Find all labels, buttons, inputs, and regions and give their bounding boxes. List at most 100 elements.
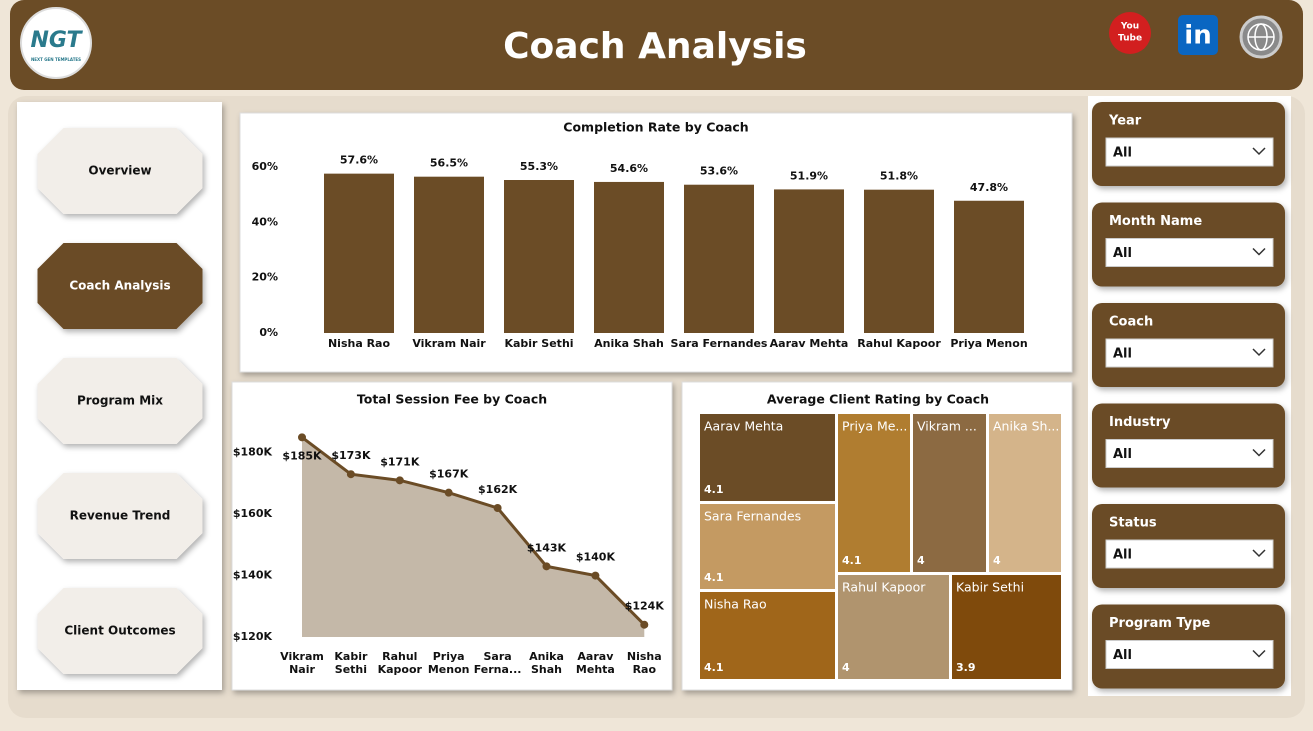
filter-label: Coach — [1109, 315, 1153, 330]
point — [591, 571, 600, 580]
x-tick-label: Nisha Rao — [626, 650, 662, 676]
filter-dropdown[interactable] — [1105, 439, 1274, 468]
y-tick-label: $160K — [233, 507, 273, 520]
cell-label: Priya Me... — [842, 419, 907, 434]
x-tick-label: Kabir Sethi — [504, 337, 573, 350]
header-bar — [10, 0, 1303, 90]
filter-dropdown[interactable] — [1105, 238, 1274, 267]
filter-label: Year — [1108, 114, 1142, 129]
data-label: $171K — [380, 455, 420, 468]
dropdown-chevron — [1252, 649, 1266, 658]
dropdown-chevron — [1252, 348, 1266, 357]
data-label: $162K — [478, 483, 518, 496]
x-tick-label: Aarav Mehta — [770, 337, 849, 350]
data-label: 54.6% — [610, 162, 648, 175]
bar — [864, 189, 934, 333]
nav-button[interactable] — [37, 243, 203, 329]
treemap-cell — [698, 412, 837, 503]
filter-panel — [1088, 96, 1291, 696]
nav-label: Coach Analysis — [69, 279, 170, 293]
data-label: $140K — [576, 551, 616, 564]
youtube-icon[interactable] — [1109, 12, 1151, 54]
data-label: 55.3% — [520, 160, 558, 173]
page-title: Coach Analysis — [503, 26, 807, 67]
point — [444, 488, 453, 497]
bar — [954, 200, 1024, 333]
filter-dropdown[interactable] — [1105, 539, 1274, 569]
dropdown-chevron — [1252, 147, 1266, 156]
filter-value: All — [1113, 447, 1132, 462]
data-label: 4.1 — [704, 571, 724, 584]
data-label: 3.9 — [956, 661, 976, 674]
point — [395, 476, 404, 485]
logo — [20, 7, 92, 79]
cell-label: Nisha Rao — [704, 597, 767, 612]
dropdown-chevron — [1252, 247, 1266, 256]
filter-dropdown[interactable] — [1105, 640, 1274, 669]
filter-label: Status — [1109, 516, 1157, 531]
bar — [324, 173, 394, 333]
x-tick-label: Anika Shah — [529, 650, 564, 676]
point — [542, 562, 551, 571]
logo-subtitle: NEXT GEN TEMPLATES — [31, 57, 81, 62]
y-tick-label: 20% — [252, 271, 278, 284]
y-tick-label: 60% — [252, 160, 278, 173]
data-label: 4.1 — [704, 661, 724, 674]
data-label: 47.8% — [970, 181, 1008, 194]
data-label: 4.1 — [704, 483, 724, 496]
data-label: 4 — [993, 554, 1001, 567]
youtube-text: Tube — [1118, 34, 1142, 44]
filter-value: All — [1113, 347, 1132, 362]
filter-value: All — [1113, 246, 1132, 261]
line — [301, 436, 646, 626]
nav-label: Program Mix — [77, 394, 163, 408]
data-label: $124K — [625, 600, 665, 613]
filter-dropdown[interactable] — [1105, 137, 1274, 167]
data-label: 51.9% — [790, 169, 828, 182]
treemap-cell — [950, 573, 1063, 681]
nav-button[interactable] — [37, 473, 203, 559]
x-tick-label: Vikram Nair — [412, 337, 486, 350]
data-label: 56.5% — [430, 157, 468, 170]
x-tick-label: Aarav Mehta — [575, 650, 615, 676]
nav-button[interactable] — [37, 358, 203, 444]
cell-label: Kabir Sethi — [956, 580, 1024, 595]
cell-label: Aarav Mehta — [704, 419, 783, 434]
linkedin-icon[interactable] — [1178, 15, 1218, 55]
data-label: 51.8% — [880, 170, 918, 183]
y-tick-label: $120K — [233, 630, 273, 643]
globe-lines — [1247, 23, 1275, 51]
filter-label: Program Type — [1109, 616, 1211, 631]
nav-button[interactable] — [37, 588, 203, 674]
treemap-cell — [987, 412, 1063, 574]
data-label: $143K — [527, 541, 567, 554]
filter-dropdown[interactable] — [1105, 338, 1274, 368]
linkedin-text: in — [1184, 21, 1211, 51]
bar — [594, 181, 664, 333]
chart-title: Average Client Rating by Coach — [767, 392, 989, 407]
point — [640, 620, 649, 629]
x-tick-label: Rahul Kapoor — [377, 650, 422, 676]
filter-label: Month Name — [1109, 214, 1202, 229]
data-label: 57.6% — [340, 154, 378, 167]
bar — [684, 184, 754, 333]
data-label: $167K — [429, 468, 469, 481]
data-label: $173K — [331, 449, 371, 462]
x-tick-label: Rahul Kapoor — [857, 337, 941, 350]
y-tick-label: 0% — [259, 326, 278, 339]
filter-value: All — [1113, 648, 1132, 663]
x-tick-label: Sara Fernandes — [671, 337, 768, 350]
y-tick-label: $180K — [233, 446, 273, 459]
treemap-cell — [836, 573, 951, 681]
data-label: 4.1 — [842, 554, 862, 567]
dropdown-chevron — [1252, 549, 1266, 558]
x-tick-label: Vikram Nair — [280, 650, 324, 676]
x-tick-label: Sara Ferna... — [473, 650, 522, 676]
bar — [504, 180, 574, 333]
data-label: 53.6% — [700, 165, 738, 178]
logo-text: NGT — [30, 28, 83, 53]
nav-button[interactable] — [37, 128, 203, 214]
data-label: 4 — [917, 554, 925, 567]
